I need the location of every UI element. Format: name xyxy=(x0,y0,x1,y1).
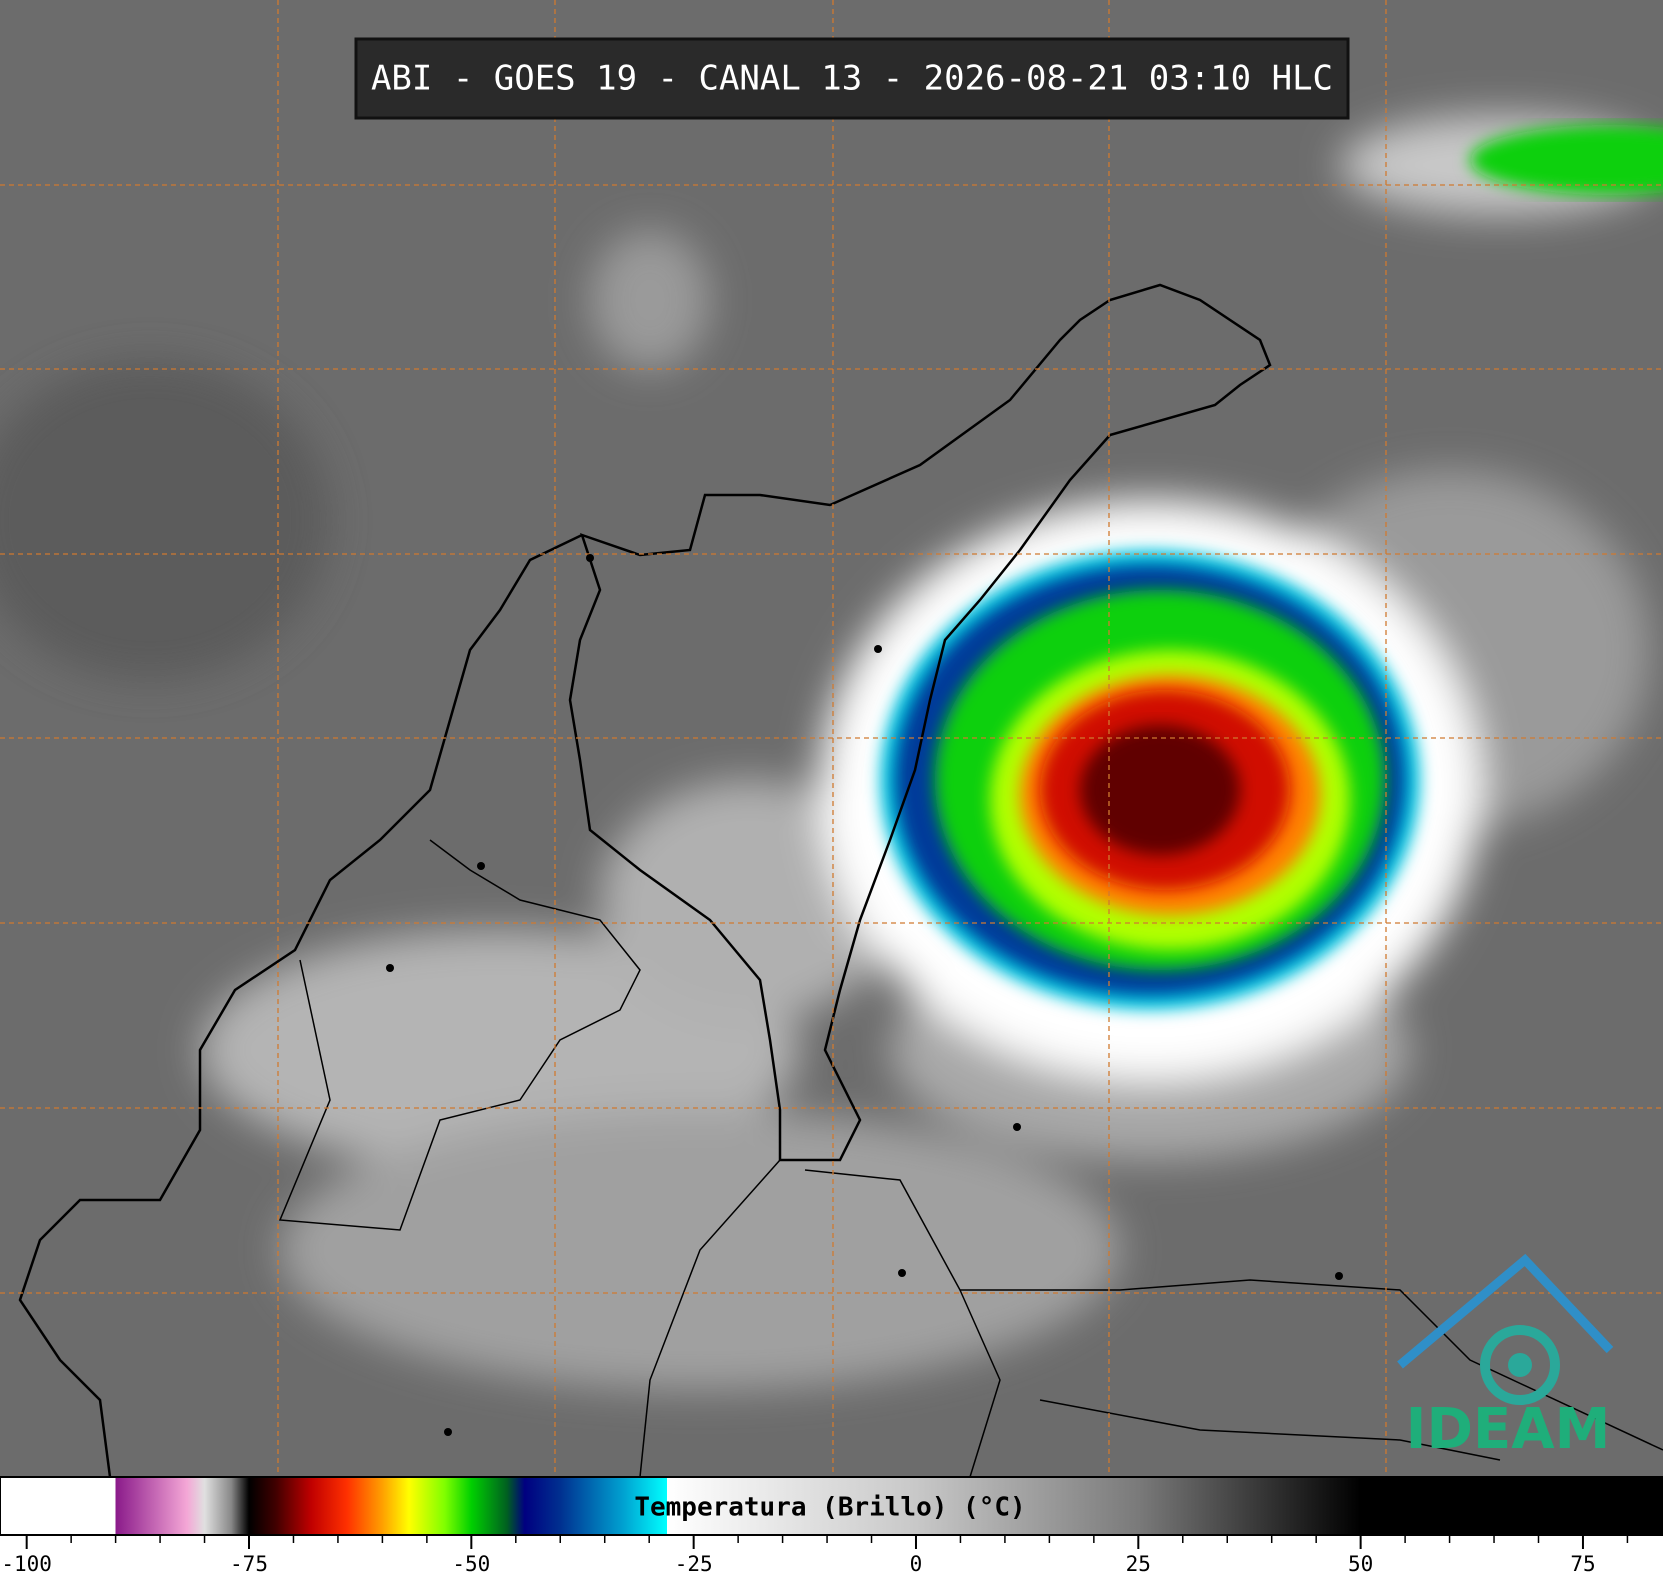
storm xyxy=(880,125,1663,1010)
tick-label: -25 xyxy=(675,1552,713,1576)
tick-label: -100 xyxy=(1,1552,52,1576)
tick-label: -50 xyxy=(452,1552,490,1576)
logo: IDEAM xyxy=(1397,1253,1614,1462)
title-box xyxy=(354,37,1350,120)
borders xyxy=(18,283,1663,1478)
tick-label: 75 xyxy=(1570,1552,1595,1576)
tick-label: 25 xyxy=(1126,1552,1151,1576)
colorbar-label: Temperatura (Brillo) (°C) xyxy=(634,1493,1025,1523)
logo-text: IDEAM xyxy=(1406,1397,1611,1462)
cities xyxy=(386,554,1343,1436)
tick-label: 0 xyxy=(910,1552,923,1576)
tick-label: 50 xyxy=(1348,1552,1373,1576)
tick-label: -75 xyxy=(230,1552,268,1576)
colorbar xyxy=(0,1476,1663,1536)
title: ABI - GOES 19 - CANAL 13 - 2026-08-21 03… xyxy=(371,59,1333,99)
graticule xyxy=(0,0,1663,1477)
